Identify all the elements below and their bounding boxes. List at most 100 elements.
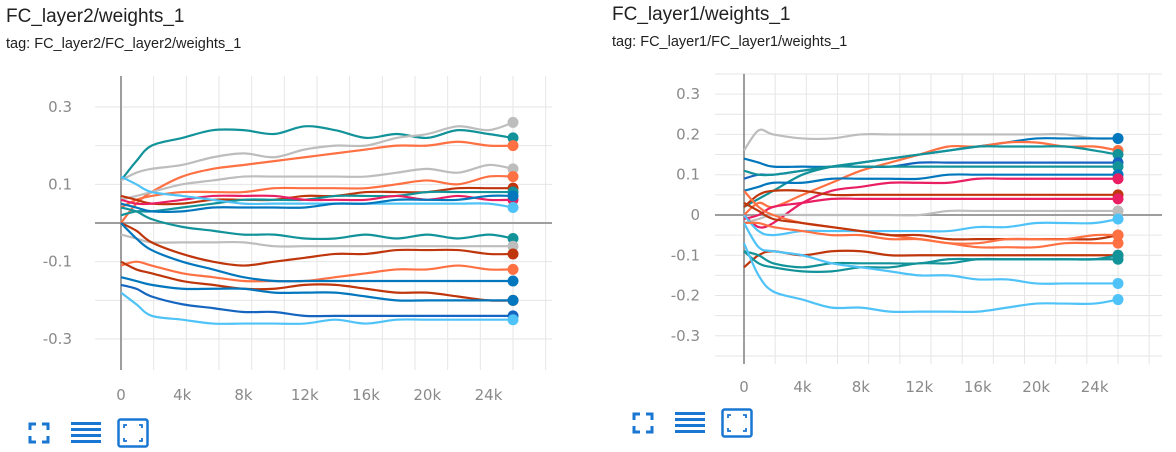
series-end-point[interactable]: [507, 202, 519, 214]
series-end-point[interactable]: [1112, 205, 1124, 217]
x-tick-label: 8k: [852, 378, 871, 396]
series-end-point[interactable]: [1112, 237, 1124, 249]
x-tick-label: 16k: [964, 378, 992, 396]
series-line: [120, 163, 514, 201]
series-line: [120, 291, 513, 325]
chart-title: FC_layer1/weights_1: [612, 4, 791, 25]
series-end-point[interactable]: [507, 248, 519, 260]
x-tick-label: 20k: [1022, 378, 1050, 396]
series-line: [743, 128, 1119, 152]
expand-icon: [632, 412, 654, 434]
series-group: [120, 116, 519, 326]
series-end-point[interactable]: [1112, 277, 1124, 289]
chart-card-fc-layer2: FC_layer2/weights_1 tag: FC_layer2/FC_la…: [0, 0, 560, 452]
series-end-point[interactable]: [1112, 213, 1124, 225]
series-end-point[interactable]: [507, 263, 519, 275]
series-line: [120, 174, 514, 209]
expand-icon: [28, 422, 50, 444]
series-end-point[interactable]: [507, 232, 519, 244]
series-end-point[interactable]: [507, 116, 519, 128]
series-end-point[interactable]: [1112, 249, 1124, 261]
series-end-point[interactable]: [507, 132, 519, 144]
x-tick-label: 12k: [291, 386, 319, 404]
series-line: [743, 214, 1119, 237]
series-line: [743, 173, 1118, 192]
y-tick-label: -0.1: [43, 253, 72, 271]
chart-plot[interactable]: 0.3 0.2 0.1 0 -0.1 -0.2 -0.3 0 4k 8k 12k 16k 20k 24k: [600, 0, 1176, 452]
series-end-point[interactable]: [507, 294, 519, 306]
series-end-point[interactable]: [1112, 132, 1124, 144]
x-tick-label: 4k: [793, 378, 812, 396]
series-line: [743, 222, 1118, 285]
x-tick-label: 0: [116, 386, 126, 404]
series-line: [120, 125, 514, 182]
series-end-point[interactable]: [1112, 149, 1124, 161]
series-end-point[interactable]: [507, 314, 519, 326]
y-tick-label: -0.3: [671, 327, 700, 345]
series-line: [743, 145, 1119, 208]
series-group: [742, 128, 1124, 314]
chart-card-fc-layer1: FC_layer1/weights_1 tag: FC_layer1/FC_la…: [600, 0, 1176, 452]
chart-toolbar: [22, 416, 163, 450]
x-tick-label: 16k: [352, 386, 380, 404]
x-tick-label: 4k: [173, 386, 192, 404]
series-end-point[interactable]: [507, 163, 519, 175]
toggle-data-icon: [71, 422, 101, 443]
series-line: [742, 242, 1119, 314]
series-line: [120, 194, 514, 213]
fit-domain-icon: [721, 408, 753, 438]
series-end-point[interactable]: [1112, 173, 1124, 185]
series-line: [120, 260, 514, 302]
series-end-point[interactable]: [507, 140, 519, 152]
series-line: [120, 222, 513, 283]
y-tick-label: 0.1: [48, 175, 72, 193]
series-line: [743, 250, 1119, 273]
chart-tag: tag: FC_layer2/FC_layer2/weights_1: [6, 36, 242, 52]
series-line: [120, 121, 514, 182]
y-tick-label: 0.2: [676, 125, 700, 143]
y-tick-label: -0.2: [671, 287, 700, 305]
series-line: [120, 140, 514, 224]
fit-domain-icon: [117, 418, 149, 448]
series-line: [120, 233, 513, 248]
series-line: [120, 194, 514, 206]
series-end-point[interactable]: [1112, 161, 1124, 173]
x-tick-label: 20k: [413, 386, 441, 404]
x-tick-label: 12k: [905, 378, 933, 396]
chart-title: FC_layer2/weights_1: [6, 6, 185, 27]
expand-button[interactable]: [626, 406, 660, 440]
series-end-point[interactable]: [1112, 229, 1124, 241]
y-tick-label: 0.3: [48, 98, 72, 116]
x-tick-label: 8k: [234, 386, 253, 404]
y-tick-label: -0.3: [43, 330, 72, 348]
toggle-data-button[interactable]: [673, 406, 707, 440]
toggle-data-button[interactable]: [69, 416, 103, 450]
toggle-data-icon: [675, 412, 705, 433]
series-end-point[interactable]: [507, 171, 519, 183]
chart-tag: tag: FC_layer1/FC_layer1/weights_1: [612, 34, 848, 50]
fit-domain-button[interactable]: [116, 416, 150, 450]
chart-plot[interactable]: 0.3 0.1 -0.1 -0.3 0 4k 8k 12k 16k 20k 24k: [0, 0, 560, 452]
series-end-point[interactable]: [1112, 193, 1124, 205]
series-line: [743, 165, 1118, 177]
series-end-point[interactable]: [507, 275, 519, 287]
series-line: [120, 283, 513, 318]
series-line: [743, 189, 1118, 208]
series-line: [120, 206, 514, 241]
series-line: [743, 209, 1118, 225]
series-line: [120, 222, 514, 267]
x-tick-label: 24k: [1081, 378, 1109, 396]
series-line: [743, 197, 1118, 221]
series-end-point[interactable]: [1112, 294, 1124, 306]
chart-toolbar: [626, 406, 767, 440]
y-tick-label: 0.3: [676, 85, 700, 103]
expand-button[interactable]: [22, 416, 56, 450]
series-end-point[interactable]: [507, 240, 519, 252]
series-end-point[interactable]: [507, 190, 519, 202]
series-line: [120, 276, 513, 302]
y-tick-label: 0.1: [676, 166, 700, 184]
y-tick-label: -0.1: [671, 246, 700, 264]
y-tick-label: 0: [690, 206, 700, 224]
fit-domain-button[interactable]: [720, 406, 754, 440]
series-line: [743, 221, 1119, 245]
